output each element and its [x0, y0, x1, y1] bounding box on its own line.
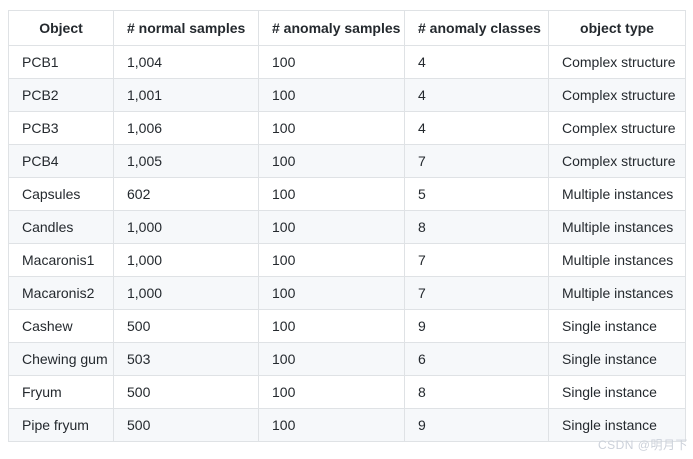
table-body: PCB1 1,004 100 4 Complex structure PCB2 1,001 1… — [8, 45, 686, 442]
table-cell: 602 — [113, 177, 259, 211]
table-cell: Single instance — [548, 408, 686, 442]
table-cell: 500 — [113, 375, 259, 409]
table-cell: Multiple instances — [548, 177, 686, 211]
table-cell: Complex structure — [548, 45, 686, 79]
table-cell: 100 — [258, 177, 405, 211]
table-cell: 8 — [404, 375, 549, 409]
table-cell: 4 — [404, 78, 549, 112]
table-cell: 1,000 — [113, 243, 259, 277]
table-cell: PCB2 — [8, 78, 114, 112]
table-header-row: Object # normal samples # anomaly samples #… — [8, 10, 686, 46]
table-cell: 9 — [404, 408, 549, 442]
table-cell: Capsules — [8, 177, 114, 211]
table-row: Macaronis1 1,000 100 7 Multiple instances — [8, 243, 686, 277]
table-cell: 7 — [404, 243, 549, 277]
table-cell: Multiple instances — [548, 276, 686, 310]
table-cell: 9 — [404, 309, 549, 343]
table-cell: Chewing gum — [8, 342, 114, 376]
table-cell: 6 — [404, 342, 549, 376]
table-cell: 500 — [113, 408, 259, 442]
column-header: object type — [548, 10, 686, 46]
table-row: Chewing gum 503 100 6 Single instance — [8, 342, 686, 376]
table-cell: 1,000 — [113, 210, 259, 244]
table-cell: 7 — [404, 276, 549, 310]
table-cell: Single instance — [548, 342, 686, 376]
table-cell: Candles — [8, 210, 114, 244]
column-header: # anomaly classes — [404, 10, 549, 46]
table-cell: Complex structure — [548, 144, 686, 178]
table-cell: Pipe fryum — [8, 408, 114, 442]
table-row: Candles 1,000 100 8 Multiple instances — [8, 210, 686, 244]
table-cell: Fryum — [8, 375, 114, 409]
table-cell: 100 — [258, 375, 405, 409]
dataset-table: Object # normal samples # anomaly samples #… — [8, 10, 686, 442]
table-cell: Single instance — [548, 309, 686, 343]
table-cell: 7 — [404, 144, 549, 178]
table-cell: Multiple instances — [548, 243, 686, 277]
table-cell: 1,001 — [113, 78, 259, 112]
table-row: PCB1 1,004 100 4 Complex structure — [8, 45, 686, 79]
table-cell: 1,000 — [113, 276, 259, 310]
table-cell: 100 — [258, 210, 405, 244]
table-cell: 503 — [113, 342, 259, 376]
table-cell: 1,004 — [113, 45, 259, 79]
table-cell: Single instance — [548, 375, 686, 409]
table-cell: 100 — [258, 144, 405, 178]
table-cell: 100 — [258, 342, 405, 376]
table-cell: Multiple instances — [548, 210, 686, 244]
table-cell: 500 — [113, 309, 259, 343]
table-row: PCB3 1,006 100 4 Complex structure — [8, 111, 686, 145]
table-cell: PCB3 — [8, 111, 114, 145]
table-cell: 100 — [258, 45, 405, 79]
table-cell: Complex structure — [548, 78, 686, 112]
table-cell: Macaronis1 — [8, 243, 114, 277]
table-row: Capsules 602 100 5 Multiple instances — [8, 177, 686, 211]
table-cell: 4 — [404, 45, 549, 79]
table-row: Fryum 500 100 8 Single instance — [8, 375, 686, 409]
table-row: Macaronis2 1,000 100 7 Multiple instances — [8, 276, 686, 310]
table-cell: 5 — [404, 177, 549, 211]
table-cell: 8 — [404, 210, 549, 244]
column-header: # normal samples — [113, 10, 259, 46]
table-cell: Macaronis2 — [8, 276, 114, 310]
column-header: Object — [8, 10, 114, 46]
table-cell: 100 — [258, 78, 405, 112]
table-cell: PCB1 — [8, 45, 114, 79]
table-cell: 100 — [258, 243, 405, 277]
table-row: Pipe fryum 500 100 9 Single instance — [8, 408, 686, 442]
watermark: CSDN @明月下 — [597, 438, 688, 452]
column-header: # anomaly samples — [258, 10, 405, 46]
table-cell: Cashew — [8, 309, 114, 343]
table-cell: 100 — [258, 408, 405, 442]
table-cell: 100 — [258, 276, 405, 310]
table-cell: 100 — [258, 309, 405, 343]
table-cell: Complex structure — [548, 111, 686, 145]
table-cell: PCB4 — [8, 144, 114, 178]
table-row: PCB2 1,001 100 4 Complex structure — [8, 78, 686, 112]
table-cell: 100 — [258, 111, 405, 145]
table-row: PCB4 1,005 100 7 Complex structure — [8, 144, 686, 178]
table-cell: 4 — [404, 111, 549, 145]
table-cell: 1,006 — [113, 111, 259, 145]
table-cell: 1,005 — [113, 144, 259, 178]
dataset-table-container: Object # normal samples # anomaly samples #… — [8, 10, 686, 442]
table-row: Cashew 500 100 9 Single instance — [8, 309, 686, 343]
